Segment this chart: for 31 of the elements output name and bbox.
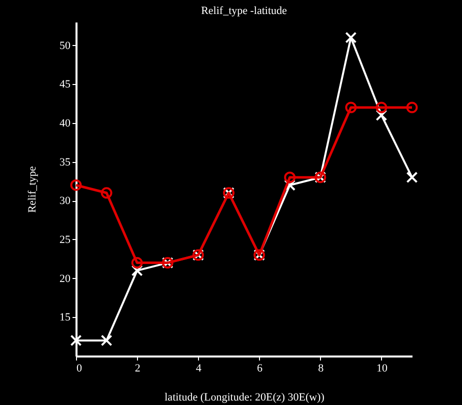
point bbox=[345, 32, 357, 44]
y-tick-label: 35 bbox=[60, 156, 71, 168]
y-axis-title: Relif_type bbox=[26, 166, 38, 213]
x-axis-title: latitude (Longitude: 20E(z) 30E(w)) bbox=[164, 392, 325, 404]
x-tick-label: 4 bbox=[196, 362, 202, 374]
chart-title: Relif_type -latitude bbox=[201, 5, 288, 17]
point bbox=[100, 334, 112, 346]
point bbox=[376, 102, 388, 114]
y-tick-label: 45 bbox=[60, 78, 71, 91]
y-tick-label: 20 bbox=[60, 272, 71, 285]
point bbox=[131, 257, 143, 269]
x-tick-label: 2 bbox=[134, 362, 140, 374]
point bbox=[284, 179, 296, 191]
x-tick-label: 10 bbox=[376, 362, 388, 374]
point bbox=[376, 109, 388, 121]
y-tick-label: 15 bbox=[60, 312, 71, 324]
point bbox=[70, 334, 82, 346]
x-tick-label: 6 bbox=[257, 362, 264, 374]
point bbox=[100, 187, 112, 199]
point bbox=[345, 102, 357, 114]
point bbox=[406, 172, 418, 184]
x-tick-label: 8 bbox=[318, 362, 324, 374]
x-tick-label: 0 bbox=[76, 362, 82, 374]
y-tick-label: 30 bbox=[60, 195, 71, 208]
y-tick-label: 50 bbox=[60, 40, 71, 52]
point bbox=[70, 179, 82, 191]
y-tick-label: 40 bbox=[60, 117, 71, 130]
point bbox=[131, 264, 143, 276]
point bbox=[406, 102, 418, 114]
y-tick-label: 25 bbox=[60, 234, 71, 246]
point bbox=[284, 172, 296, 184]
